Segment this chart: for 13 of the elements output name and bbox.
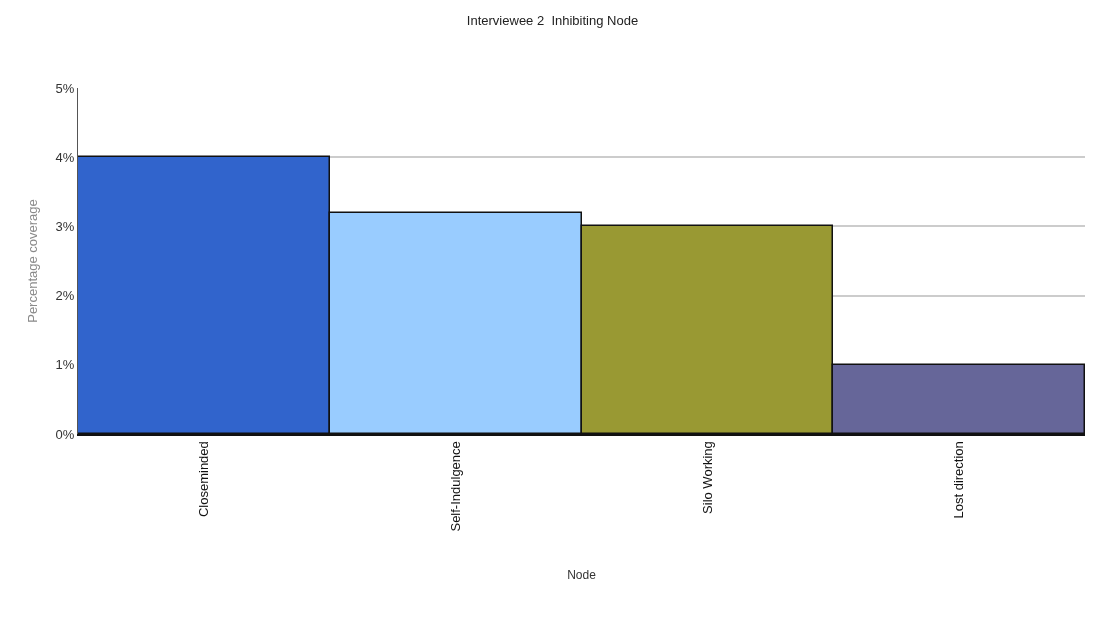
x-tick-label: Silo Working [699, 441, 715, 514]
y-tick-label: 3% [55, 218, 75, 234]
y-tick-label: 1% [55, 357, 75, 373]
y-tick-label: 2% [55, 288, 75, 304]
y-tick-label: 4% [55, 149, 75, 165]
y-tick-label: 0% [55, 426, 75, 442]
y-axis-title: Percentage coverage [24, 199, 40, 323]
x-tick-label: Closeminded [196, 441, 212, 518]
x-axis-title: Node [567, 567, 597, 582]
chart-title: Interviewee 2 Inhibiting Node [466, 12, 639, 28]
x-tick-label: Lost direction [951, 441, 967, 519]
x-tick-label: Self-Indulgence [447, 441, 463, 532]
y-tick-label: 5% [55, 80, 75, 96]
